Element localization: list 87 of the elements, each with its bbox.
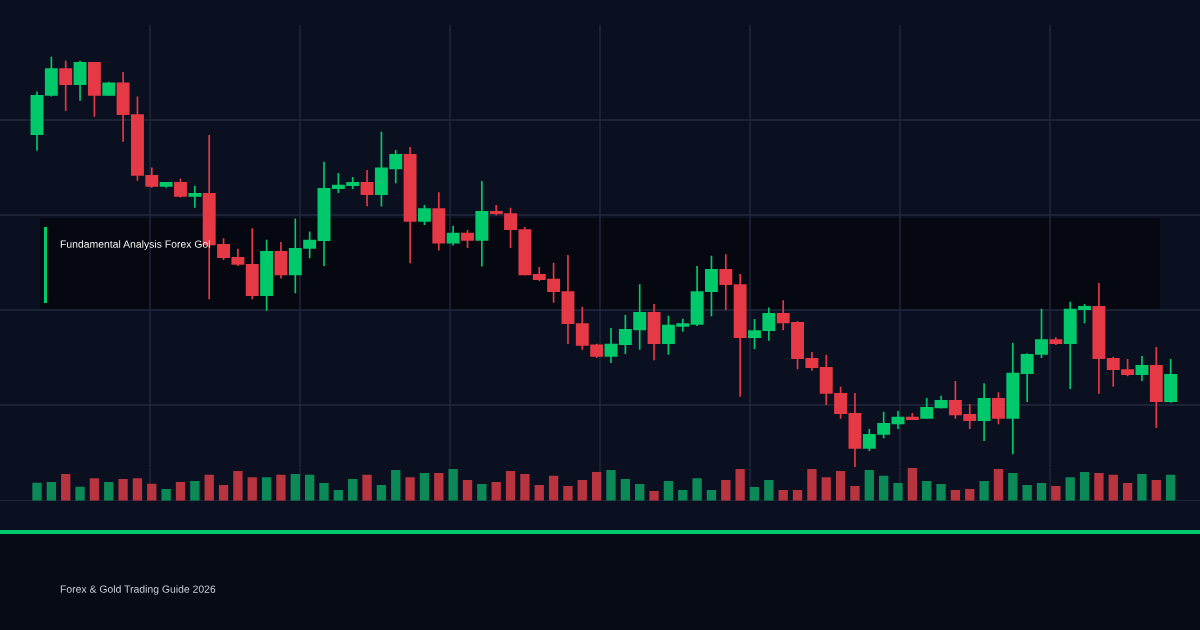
bar xyxy=(835,470,846,501)
bar xyxy=(132,478,143,501)
candlestick xyxy=(604,327,618,364)
bar xyxy=(821,477,831,501)
bar xyxy=(735,468,745,501)
bar xyxy=(276,474,286,501)
bar xyxy=(635,484,645,501)
bar xyxy=(534,485,544,501)
bar xyxy=(61,473,71,501)
bar xyxy=(692,478,702,501)
bar xyxy=(936,484,946,501)
bar xyxy=(304,474,315,501)
bar xyxy=(1137,473,1147,501)
bar xyxy=(663,481,674,501)
bar xyxy=(1051,485,1061,501)
bar xyxy=(1079,471,1090,501)
bar xyxy=(204,474,214,501)
bar xyxy=(89,478,100,501)
bar xyxy=(577,480,587,501)
candlestick xyxy=(188,184,202,209)
bar xyxy=(993,468,1004,501)
bar xyxy=(218,485,229,501)
candlestick xyxy=(719,253,733,311)
bar xyxy=(1122,483,1133,501)
bar xyxy=(233,470,243,501)
bar xyxy=(462,480,473,501)
candlestick xyxy=(73,59,87,102)
bar xyxy=(1094,472,1104,501)
bar xyxy=(907,468,918,501)
bar xyxy=(850,485,860,501)
candlestick xyxy=(360,169,374,207)
candlestick xyxy=(991,391,1005,426)
bar xyxy=(520,473,530,501)
bar xyxy=(1165,474,1176,501)
bar xyxy=(979,481,989,501)
bar xyxy=(505,470,516,501)
bar xyxy=(175,482,186,501)
bar xyxy=(32,482,42,501)
candlestick xyxy=(446,225,460,247)
bar xyxy=(75,486,85,501)
bar xyxy=(878,475,889,501)
bar xyxy=(405,477,415,501)
candlestick xyxy=(174,177,187,199)
bar xyxy=(649,490,659,501)
bar xyxy=(893,483,903,501)
candlestick xyxy=(417,204,431,226)
bar xyxy=(118,479,128,501)
bar xyxy=(261,477,272,501)
bar xyxy=(491,482,501,501)
bar xyxy=(548,475,559,501)
candlestick xyxy=(461,229,474,249)
bar xyxy=(1022,485,1032,501)
bar xyxy=(721,480,731,501)
bar xyxy=(348,479,358,501)
candlestick xyxy=(59,59,73,112)
bar xyxy=(864,469,874,501)
bar xyxy=(1036,483,1047,501)
bar xyxy=(1008,472,1018,501)
bar xyxy=(247,477,257,501)
bar xyxy=(391,469,401,501)
bar xyxy=(290,473,300,501)
bar xyxy=(104,482,114,501)
bar xyxy=(477,484,487,501)
bar xyxy=(1065,477,1075,501)
bar xyxy=(362,474,372,501)
bar xyxy=(147,483,157,501)
bar xyxy=(161,488,171,501)
bar xyxy=(965,488,975,501)
bar xyxy=(807,468,817,501)
bar xyxy=(606,469,616,501)
bar xyxy=(46,482,57,501)
bar xyxy=(376,485,387,501)
bar xyxy=(764,480,774,501)
bar xyxy=(1151,480,1161,501)
candlestick xyxy=(920,397,934,420)
bar xyxy=(1108,474,1118,501)
bar xyxy=(563,485,573,501)
bar xyxy=(434,472,444,501)
bar xyxy=(749,486,760,501)
bar xyxy=(319,483,329,501)
text: Forex & Gold Trading Guide 2026 xyxy=(60,585,216,595)
bar xyxy=(419,472,430,501)
bar xyxy=(190,481,200,501)
bar xyxy=(922,481,932,501)
candlestick xyxy=(977,382,991,442)
candlestick xyxy=(1135,355,1149,382)
bar xyxy=(620,479,631,501)
